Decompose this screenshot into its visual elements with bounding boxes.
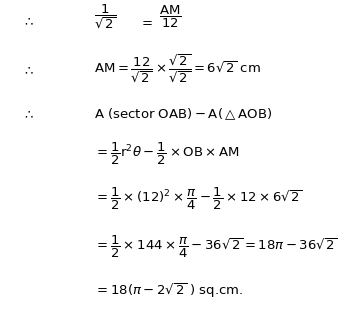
Text: $= 18(\pi - 2\sqrt{2}\ )$ sq.cm.: $= 18(\pi - 2\sqrt{2}\ )$ sq.cm. xyxy=(94,281,243,300)
Text: $\mathrm{A\ (sector\ OAB) - A(\triangle AOB)}$: $\mathrm{A\ (sector\ OAB) - A(\triangle … xyxy=(94,107,272,122)
Text: $\mathrm{AM} = \dfrac{12}{\sqrt{2}} \times \dfrac{\sqrt{2}}{\sqrt{2}} = 6\sqrt{2: $\mathrm{AM} = \dfrac{12}{\sqrt{2}} \tim… xyxy=(94,53,261,85)
Text: $= \dfrac{1}{2}\mathrm{r}^{2}\theta - \dfrac{1}{2}\times\mathrm{OB}\times\mathrm: $= \dfrac{1}{2}\mathrm{r}^{2}\theta - \d… xyxy=(94,141,240,167)
Text: $= \dfrac{1}{2}\times144\times\dfrac{\pi}{4} - 36\sqrt{2} = 18\pi - 36\sqrt{2}$: $= \dfrac{1}{2}\times144\times\dfrac{\pi… xyxy=(94,233,338,260)
Text: $\dfrac{1}{\sqrt{2}}$: $\dfrac{1}{\sqrt{2}}$ xyxy=(94,3,116,31)
Text: $\therefore$: $\therefore$ xyxy=(22,15,34,29)
Text: $\therefore$: $\therefore$ xyxy=(22,108,34,121)
Text: $\dfrac{\mathrm{AM}}{12}$: $\dfrac{\mathrm{AM}}{12}$ xyxy=(159,4,181,30)
Text: $= \dfrac{1}{2}\times(12)^{2}\times\dfrac{\pi}{4} - \dfrac{1}{2}\times12\times6\: $= \dfrac{1}{2}\times(12)^{2}\times\dfra… xyxy=(94,186,303,213)
Text: $\therefore$: $\therefore$ xyxy=(22,64,34,77)
Text: $=$: $=$ xyxy=(139,15,153,29)
